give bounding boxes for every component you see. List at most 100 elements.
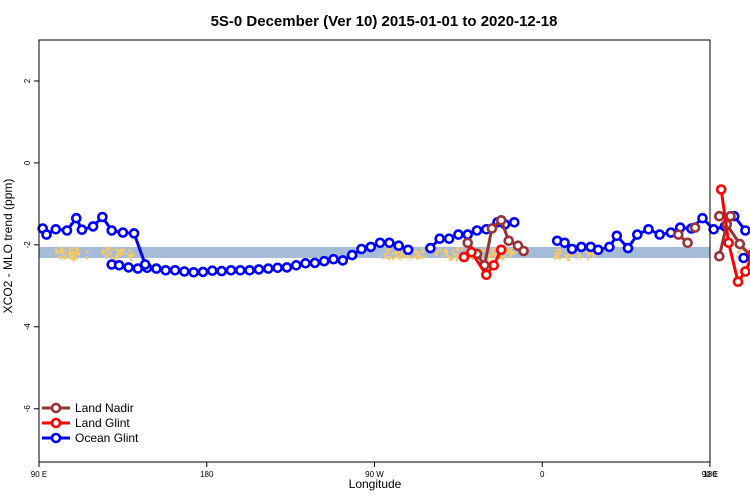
data-point <box>518 245 529 257</box>
data-point <box>495 215 507 226</box>
legend-label: Land Glint <box>75 416 130 430</box>
data-point <box>654 229 666 240</box>
data-point <box>139 259 151 270</box>
data-point <box>740 225 750 236</box>
x-tick-label: 0 <box>540 470 545 479</box>
data-point <box>682 237 693 249</box>
data-point <box>471 225 483 236</box>
y-tick-label: -6 <box>23 405 32 413</box>
data-point <box>300 257 311 269</box>
data-point <box>132 263 144 274</box>
segment-ocean-glint-10 <box>738 252 749 264</box>
segment-land-nadir-5 <box>672 229 693 249</box>
x-tick-label: 180 <box>200 470 214 479</box>
data-point <box>425 242 436 254</box>
data-point <box>207 265 218 277</box>
data-point <box>262 263 274 274</box>
data-point <box>113 259 125 271</box>
data-point <box>151 263 162 274</box>
data-point <box>179 266 190 277</box>
data-point <box>216 265 227 277</box>
data-point <box>309 257 321 269</box>
data-point <box>328 253 339 265</box>
data-point <box>253 264 265 275</box>
segment-ocean-glint-2 <box>551 210 750 256</box>
data-point <box>559 237 570 249</box>
x-tick-label: 90 W <box>365 470 384 479</box>
data-point <box>622 242 634 254</box>
data-point <box>738 252 749 264</box>
data-point <box>374 237 386 249</box>
data-point <box>643 224 654 235</box>
data-point <box>346 249 358 261</box>
x-tick-label: 180 <box>703 470 717 479</box>
segment-ocean-glint-0 <box>37 211 151 270</box>
legend-label: Ocean Glint <box>75 431 139 445</box>
segment-land-nadir-6 <box>689 222 701 233</box>
legend-marker <box>50 432 62 444</box>
y-axis-label: XCO2 - MLO trend (ppm) <box>1 179 15 314</box>
legend-marker <box>50 402 62 414</box>
land-mask-0 <box>54 247 89 262</box>
data-point <box>61 225 73 236</box>
data-point <box>488 259 500 271</box>
data-point <box>631 229 643 240</box>
data-point <box>715 184 727 195</box>
data-point <box>566 243 578 255</box>
data-point <box>495 244 507 256</box>
data-point <box>604 241 615 253</box>
legend-item-ocean-glint: Ocean Glint <box>42 431 139 445</box>
legend-item-land-nadir: Land Nadir <box>42 401 134 415</box>
data-point <box>672 229 684 240</box>
data-point <box>128 228 140 239</box>
data-point <box>76 224 88 235</box>
land-mask-1 <box>100 246 135 262</box>
data-point <box>611 230 623 242</box>
y-tick-label: 0 <box>23 160 32 165</box>
data-point <box>486 223 498 234</box>
x-axis-label: Longitude <box>349 477 402 491</box>
data-point <box>117 227 129 238</box>
x-tick-label: 90 E <box>31 470 47 479</box>
chart-title: 5S-0 December (Ver 10) 2015-01-01 to 202… <box>211 13 558 30</box>
legend-marker <box>50 417 62 429</box>
y-tick-label: -4 <box>23 323 32 331</box>
data-point <box>290 259 302 271</box>
data-point <box>50 224 62 235</box>
data-point <box>592 244 604 256</box>
y-axis: 2 0 -2 -4 -6 <box>23 78 39 412</box>
data-point <box>503 235 515 247</box>
data-point <box>71 212 82 224</box>
data-point <box>356 243 367 255</box>
data-point <box>713 210 725 222</box>
data-point <box>393 240 405 251</box>
data-point <box>443 233 455 244</box>
data-point <box>453 229 464 240</box>
data-point <box>225 264 237 276</box>
y-tick-label: -2 <box>23 241 32 249</box>
data-point <box>732 276 744 288</box>
data-point <box>97 211 108 223</box>
data-point <box>188 266 199 278</box>
data-point <box>318 255 330 267</box>
data-point <box>123 262 134 273</box>
reference-band <box>39 246 710 258</box>
data-point <box>725 210 736 222</box>
data-point <box>508 217 520 228</box>
data-point <box>337 255 349 266</box>
legend-label: Land Nadir <box>75 401 134 415</box>
plot-area <box>37 184 750 288</box>
data-point <box>723 237 734 249</box>
data-point <box>384 237 395 249</box>
segment-land-glint-8 <box>458 244 507 281</box>
data-point <box>41 229 52 240</box>
data-point <box>713 250 725 262</box>
data-point <box>740 266 750 277</box>
data-point <box>365 241 377 253</box>
data-point <box>462 237 474 249</box>
data-point <box>87 221 99 232</box>
data-point <box>708 224 720 235</box>
data-point <box>402 244 414 256</box>
